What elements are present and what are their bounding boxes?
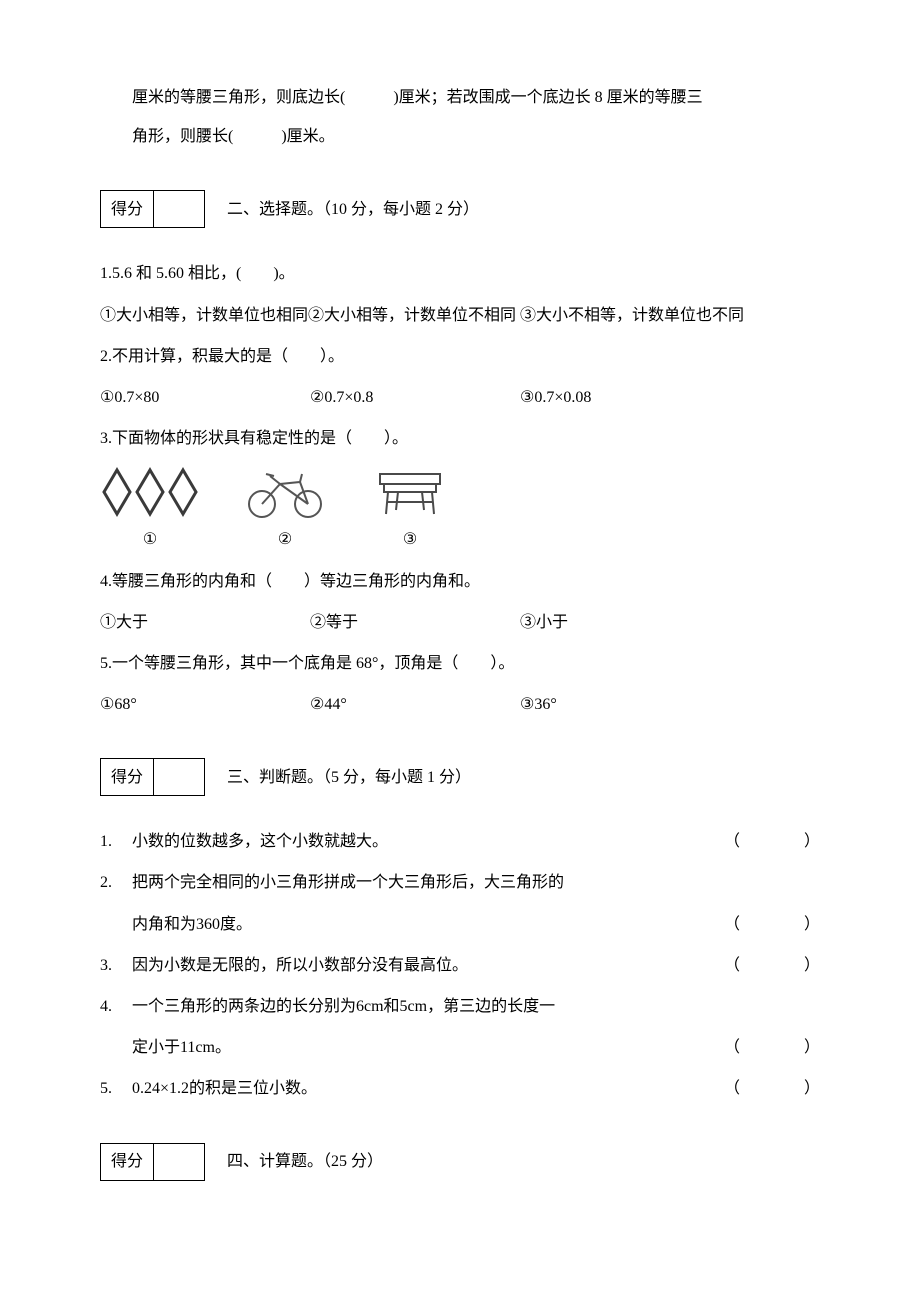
judge-text: 0.24×1.2的积是三位小数。 <box>132 1071 724 1106</box>
judge-list: 1. 小数的位数越多，这个小数就越大。 （ ） 2. 把两个完全相同的小三角形拼… <box>100 824 820 1106</box>
choice-q2-opt3: ③0.7×0.08 <box>520 380 730 415</box>
choice-q5-opts: ①68° ②44° ③36° <box>100 687 820 722</box>
choice-q5-stem: 5.一个等腰三角形，其中一个底角是 68°，顶角是（ ）。 <box>100 646 820 681</box>
choice-q4-opt2: ②等于 <box>310 605 520 640</box>
judge-1: 1. 小数的位数越多，这个小数就越大。 （ ） <box>100 824 820 859</box>
shape-1-fence: ① <box>100 464 200 557</box>
score-empty <box>154 191 204 227</box>
choice-q4-opt3: ③小于 <box>520 605 730 640</box>
choice-q4-opts: ①大于 ②等于 ③小于 <box>100 605 820 640</box>
judge-5: 5. 0.24×1.2的积是三位小数。 （ ） <box>100 1071 820 1106</box>
choice-q5-opt2: ②44° <box>310 687 520 722</box>
choice-q3-stem: 3.下面物体的形状具有稳定性的是（ ）。 <box>100 421 820 456</box>
judge-text: 一个三角形的两条边的长分别为6cm和5cm，第三边的长度一 <box>132 989 820 1024</box>
judge-num: 3. <box>100 948 132 983</box>
section-2-header: 得分 二、选择题。（10 分，每小题 2 分） <box>100 190 820 228</box>
choice-q4-opt1: ①大于 <box>100 605 310 640</box>
shape-3-stool: ③ <box>370 464 450 557</box>
score-box-2: 得分 <box>100 190 205 228</box>
choice-q1-stem: 1.5.6 和 5.60 相比，( )。 <box>100 256 820 291</box>
judge-num: 2. <box>100 865 132 900</box>
judge-cont-text: 内角和为360度。 <box>132 907 724 942</box>
judge-text: 因为小数是无限的，所以小数部分没有最高位。 <box>132 948 724 983</box>
choice-q2-opt2: ②0.7×0.8 <box>310 380 520 415</box>
judge-4-cont: 定小于11cm。 （ ） <box>100 1030 820 1065</box>
choice-q5-opt1: ①68° <box>100 687 310 722</box>
intro-line-1: 厘米的等腰三角形，则底边长( )厘米；若改围成一个底边长 8 厘米的等腰三 <box>100 80 820 115</box>
choice-q2-opt1: ①0.7×80 <box>100 380 310 415</box>
shape-3-label: ③ <box>403 522 417 557</box>
choice-q5-opt3: ③36° <box>520 687 730 722</box>
shape-1-label: ① <box>143 522 157 557</box>
judge-text: 小数的位数越多，这个小数就越大。 <box>132 824 724 859</box>
judge-2: 2. 把两个完全相同的小三角形拼成一个大三角形后，大三角形的 <box>100 865 820 900</box>
score-box-4: 得分 <box>100 1143 205 1181</box>
judge-paren: （ ） <box>724 948 820 983</box>
judge-num: 4. <box>100 989 132 1024</box>
judge-paren: （ ） <box>724 824 820 859</box>
score-label: 得分 <box>101 759 154 795</box>
judge-paren: （ ） <box>724 907 820 942</box>
judge-text: 把两个完全相同的小三角形拼成一个大三角形后，大三角形的 <box>132 865 820 900</box>
judge-num: 5. <box>100 1071 132 1106</box>
choice-q1-opts: ①大小相等，计数单位也相同②大小相等，计数单位不相同 ③大小不相等，计数单位也不… <box>100 298 820 333</box>
fence-icon <box>100 464 200 520</box>
choice-q4-stem: 4.等腰三角形的内角和（ ）等边三角形的内角和。 <box>100 564 820 599</box>
choice-q2-stem: 2.不用计算，积最大的是（ ）。 <box>100 339 820 374</box>
score-box-3: 得分 <box>100 758 205 796</box>
judge-paren: （ ） <box>724 1071 820 1106</box>
judge-num: 1. <box>100 824 132 859</box>
score-label: 得分 <box>101 191 154 227</box>
section-4-header: 得分 四、计算题。（25 分） <box>100 1143 820 1181</box>
score-empty <box>154 759 204 795</box>
section-3-header: 得分 三、判断题。（5 分，每小题 1 分） <box>100 758 820 796</box>
score-label: 得分 <box>101 1144 154 1180</box>
shape-2-label: ② <box>278 522 292 557</box>
judge-cont-text: 定小于11cm。 <box>132 1030 724 1065</box>
choice-q3-shapes: ① ② ③ <box>100 464 820 557</box>
judge-paren: （ ） <box>724 1030 820 1065</box>
bicycle-icon <box>240 464 330 520</box>
intro-line-2: 角形，则腰长( )厘米。 <box>100 119 820 154</box>
section-4-title: 四、计算题。（25 分） <box>227 1144 383 1179</box>
judge-2-cont: 内角和为360度。 （ ） <box>100 907 820 942</box>
choice-q2-opts: ①0.7×80 ②0.7×0.8 ③0.7×0.08 <box>100 380 820 415</box>
judge-4: 4. 一个三角形的两条边的长分别为6cm和5cm，第三边的长度一 <box>100 989 820 1024</box>
judge-3: 3. 因为小数是无限的，所以小数部分没有最高位。 （ ） <box>100 948 820 983</box>
section-2-title: 二、选择题。（10 分，每小题 2 分） <box>227 192 479 227</box>
shape-2-bicycle: ② <box>240 464 330 557</box>
section-3-title: 三、判断题。（5 分，每小题 1 分） <box>227 760 471 795</box>
score-empty <box>154 1144 204 1180</box>
stool-icon <box>370 464 450 520</box>
